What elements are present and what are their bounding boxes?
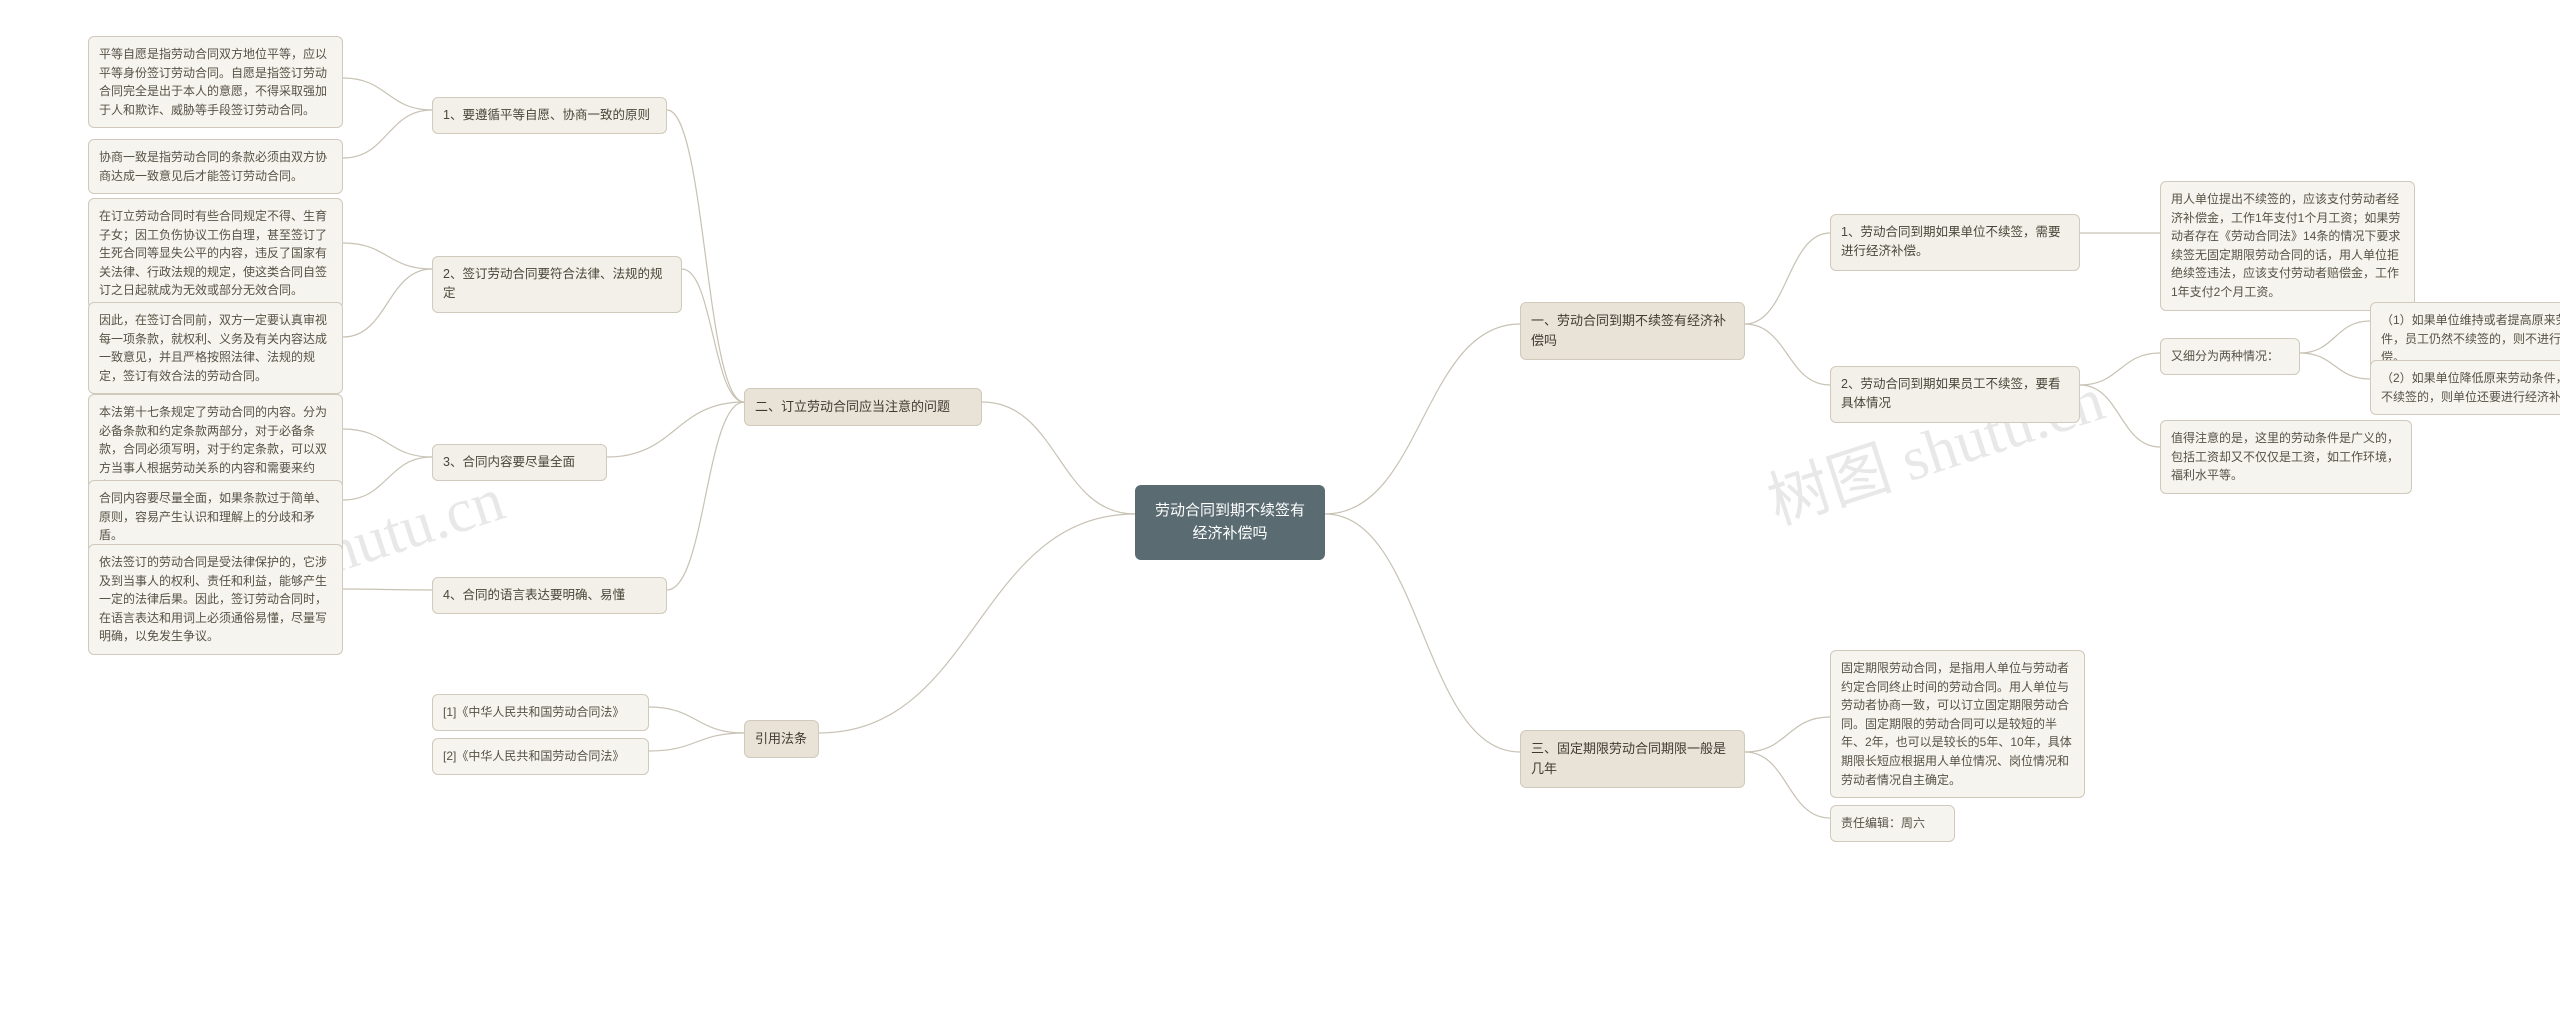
b2-sub1-leaf2: 协商一致是指劳动合同的条款必须由双方协商达成一致意见后才能签订劳动合同。 <box>88 139 343 194</box>
b2-sub1-leaf1: 平等自愿是指劳动合同双方地位平等，应以平等身份签订劳动合同。自愿是指签订劳动合同… <box>88 36 343 128</box>
branch-2: 二、订立劳动合同应当注意的问题 <box>744 388 982 426</box>
b1-sub1-leaf1: 用人单位提出不续签的，应该支付劳动者经济补偿金，工作1年支付1个月工资；如果劳动… <box>2160 181 2415 311</box>
root-node: 劳动合同到期不续签有经济补偿吗 <box>1135 485 1325 560</box>
b1-sub2-leaf1: 又细分为两种情况： <box>2160 338 2300 375</box>
b2-sub3-leaf2: 合同内容要尽量全面，如果条款过于简单、原则，容易产生认识和理解上的分歧和矛盾。 <box>88 480 343 554</box>
ref-leaf2: [2]《中华人民共和国劳动合同法》 <box>432 738 649 775</box>
b1-sub2-leaf1b: （2）如果单位降低原来劳动条件，员工不续签的，则单位还要进行经济补偿。 <box>2370 360 2560 415</box>
b3-leaf1: 固定期限劳动合同，是指用人单位与劳动者约定合同终止时间的劳动合同。用人单位与劳动… <box>1830 650 2085 798</box>
b3-leaf2: 责任编辑：周六 <box>1830 805 1955 842</box>
b1-sub1: 1、劳动合同到期如果单位不续签，需要进行经济补偿。 <box>1830 214 2080 271</box>
branch-3: 三、固定期限劳动合同期限一般是几年 <box>1520 730 1745 788</box>
b2-sub2: 2、签订劳动合同要符合法律、法规的规定 <box>432 256 682 313</box>
branch-1: 一、劳动合同到期不续签有经济补偿吗 <box>1520 302 1745 360</box>
b2-sub2-leaf1: 在订立劳动合同时有些合同规定不得、生育子女；因工负伤协议工伤自理，甚至签订了生死… <box>88 198 343 309</box>
b2-sub2-leaf2: 因此，在签订合同前，双方一定要认真审视每一项条款，就权利、义务及有关内容达成一致… <box>88 302 343 394</box>
b2-sub4-leaf1: 依法签订的劳动合同是受法律保护的，它涉及到当事人的权利、责任和利益，能够产生一定… <box>88 544 343 655</box>
b1-sub2: 2、劳动合同到期如果员工不续签，要看具体情况 <box>1830 366 2080 423</box>
ref-branch: 引用法条 <box>744 720 819 758</box>
b2-sub4: 4、合同的语言表达要明确、易懂 <box>432 577 667 614</box>
ref-leaf1: [1]《中华人民共和国劳动合同法》 <box>432 694 649 731</box>
b2-sub1: 1、要遵循平等自愿、协商一致的原则 <box>432 97 667 134</box>
b1-sub2-leaf2: 值得注意的是，这里的劳动条件是广义的，包括工资却又不仅仅是工资，如工作环境，福利… <box>2160 420 2412 494</box>
b2-sub3: 3、合同内容要尽量全面 <box>432 444 607 481</box>
